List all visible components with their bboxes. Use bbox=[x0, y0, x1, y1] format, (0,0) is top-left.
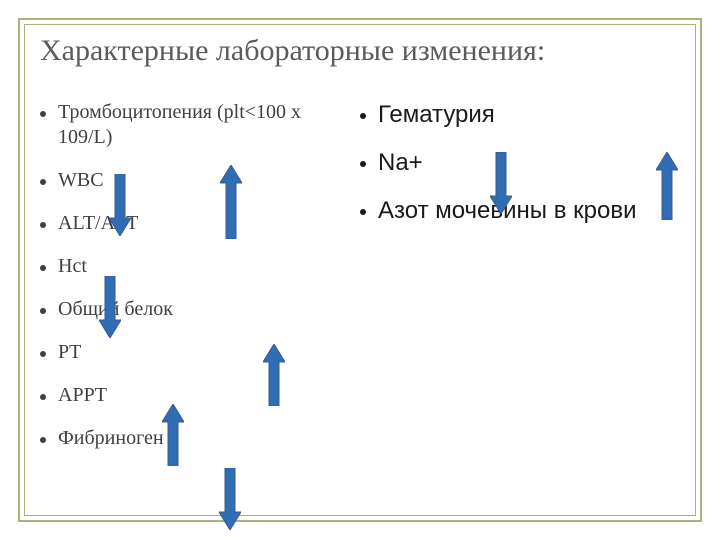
left-list-item: Фибриноген bbox=[40, 426, 350, 451]
arrow-up-icon bbox=[162, 404, 184, 471]
left-list-item: Hct bbox=[40, 254, 350, 279]
right-column: Гематурия Na+ Азот мочевины в крови bbox=[360, 100, 680, 500]
left-list-item: APPT bbox=[40, 383, 350, 408]
arrow-down-icon bbox=[219, 468, 241, 535]
arrow-down-icon bbox=[109, 174, 131, 241]
right-list-item: Азот мочевины в крови bbox=[360, 196, 670, 226]
arrow-down-icon bbox=[99, 276, 121, 343]
left-list-item: WBC bbox=[40, 168, 350, 193]
left-list-item: ALT/AST bbox=[40, 211, 350, 236]
left-column: Тромбоцитопения (plt<100 x 109/L) WBC ALT/… bbox=[40, 100, 360, 500]
slide-title: Характерные лабораторные изменения: bbox=[40, 34, 680, 68]
arrow-up-icon bbox=[220, 165, 242, 244]
slide: Характерные лабораторные изменения: Тром… bbox=[0, 0, 720, 540]
left-list-item: Тромбоцитопения (plt<100 x 109/L) bbox=[40, 100, 350, 150]
columns-container: Тромбоцитопения (plt<100 x 109/L) WBC ALT/… bbox=[40, 100, 680, 500]
right-list-item: Гематурия bbox=[360, 100, 670, 130]
right-list-item: Na+ bbox=[360, 148, 670, 178]
arrow-up-icon bbox=[656, 152, 678, 225]
left-list-item: Общий белок bbox=[40, 297, 350, 322]
right-list: Гематурия Na+ Азот мочевины в крови bbox=[360, 100, 670, 226]
left-list: Тромбоцитопения (plt<100 x 109/L) WBC ALT/… bbox=[40, 100, 350, 451]
arrow-up-icon bbox=[263, 344, 285, 411]
left-list-item: PT bbox=[40, 340, 350, 365]
arrow-down-icon bbox=[490, 152, 512, 219]
